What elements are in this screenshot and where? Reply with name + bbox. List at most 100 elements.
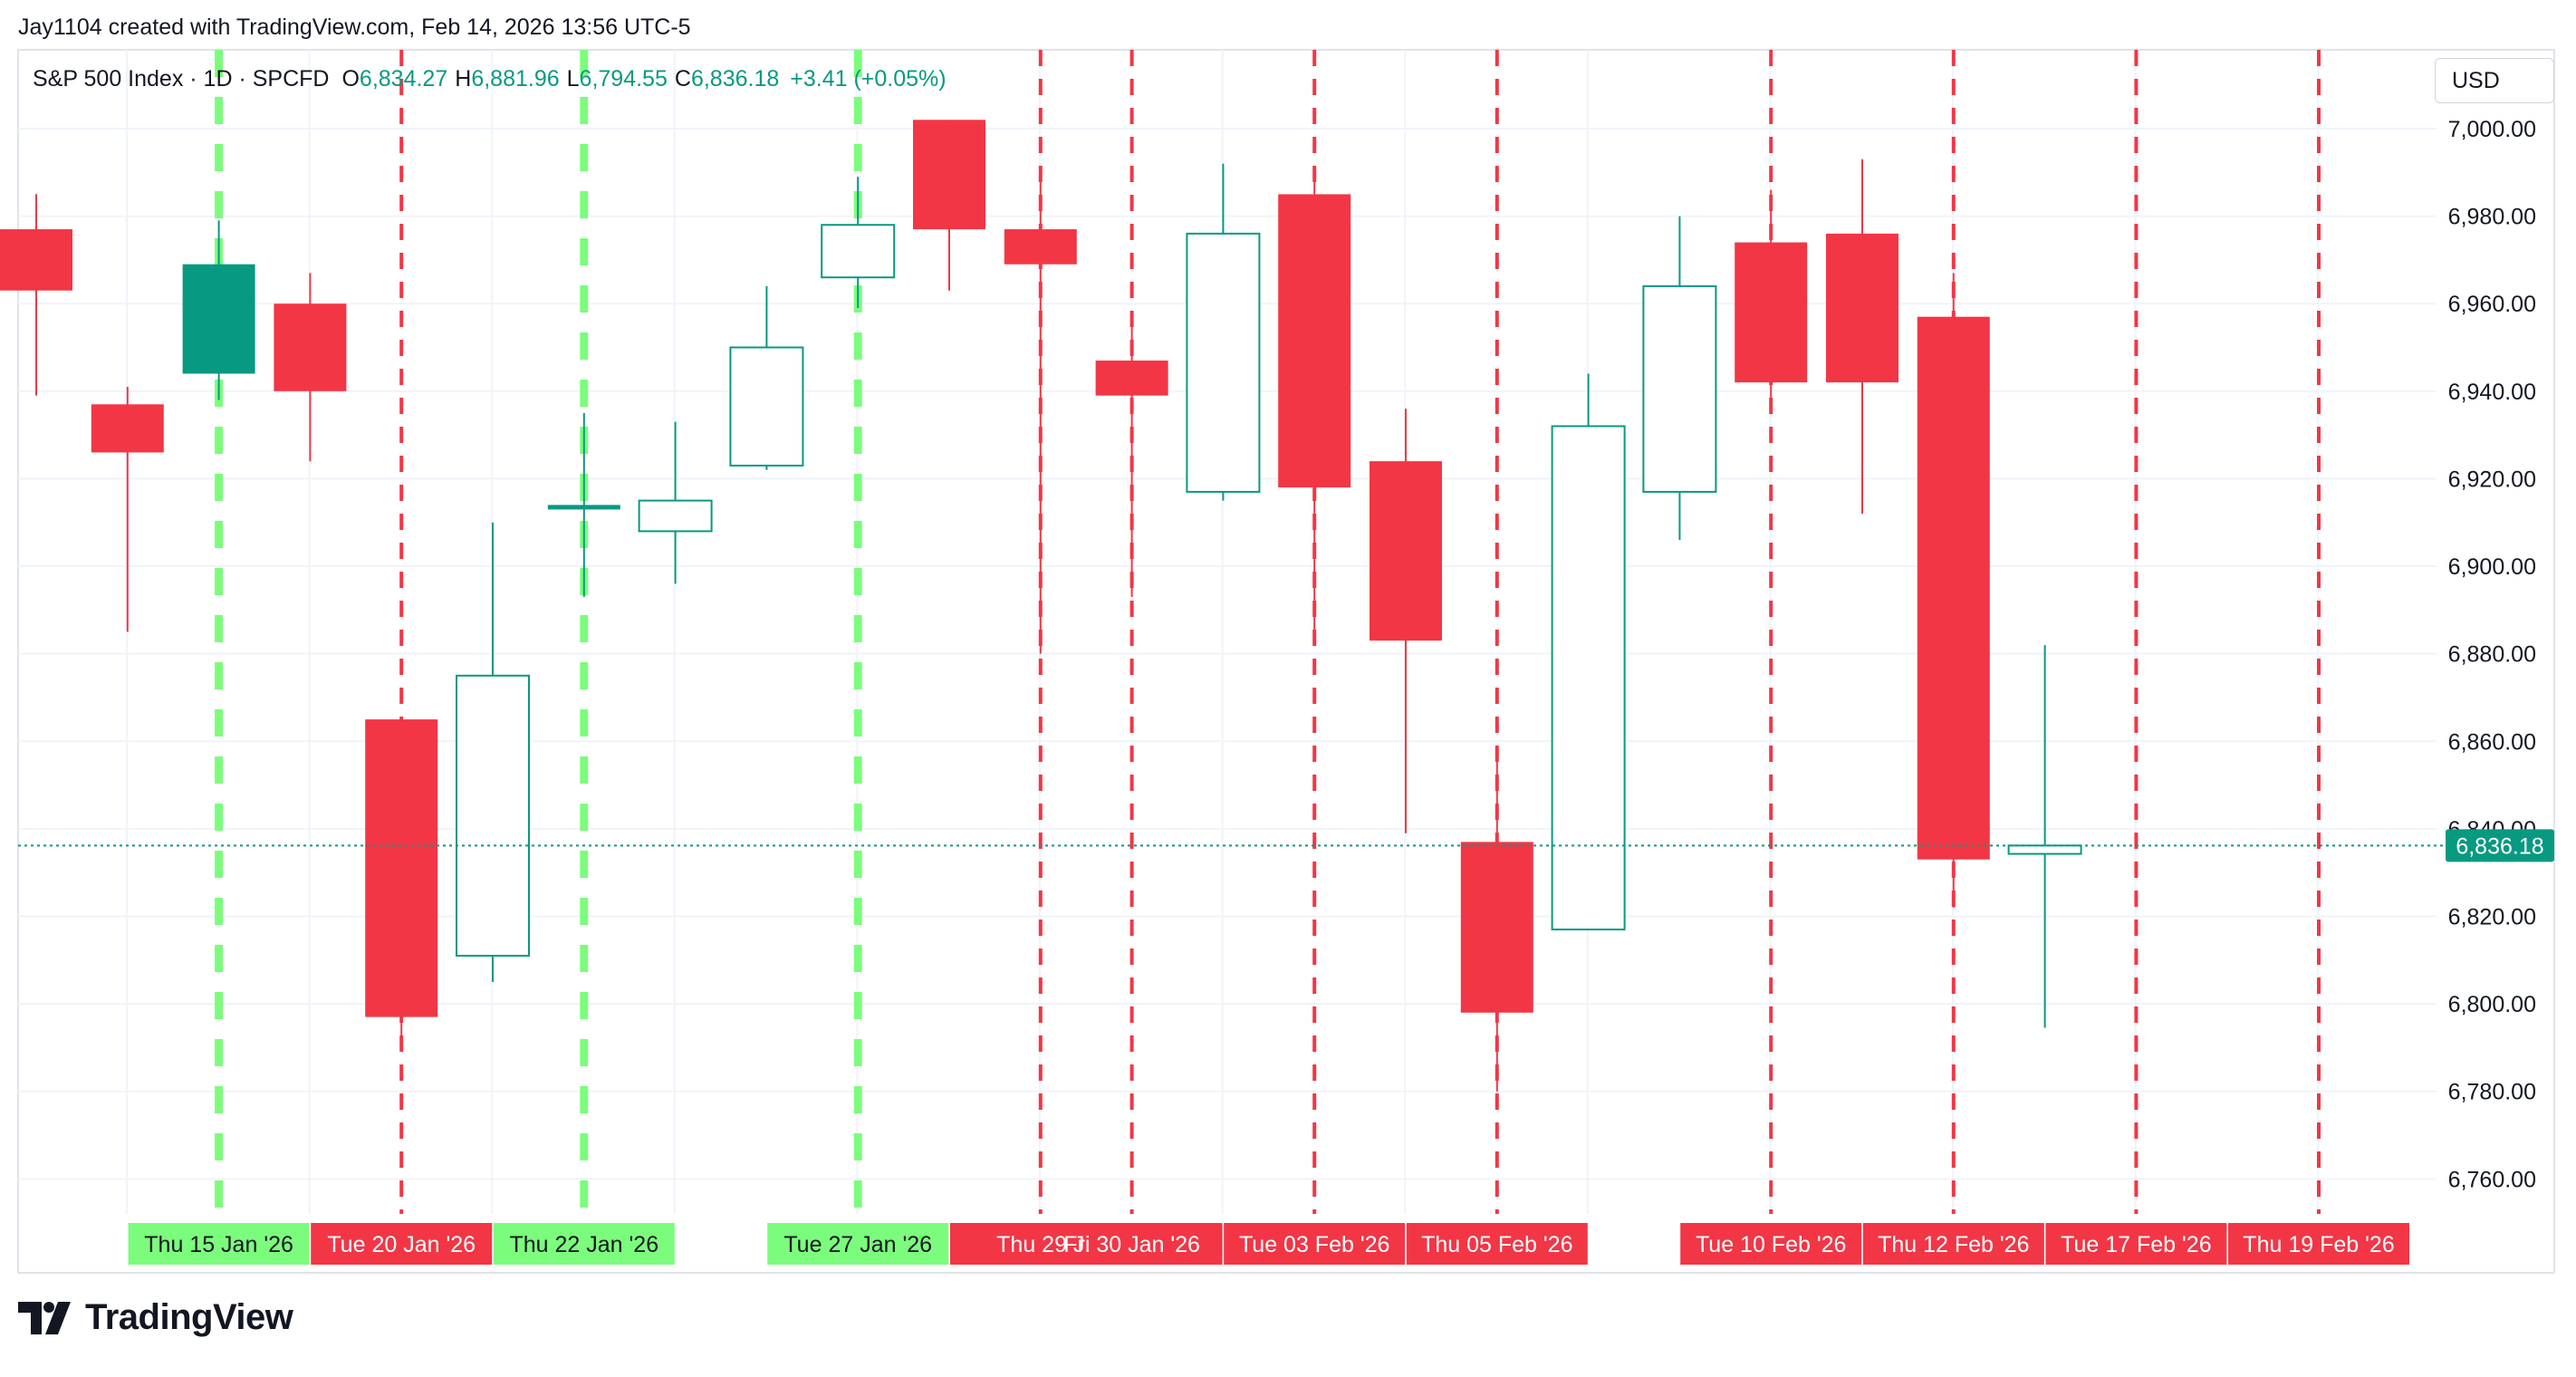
y-tick-label: 6,820.00 <box>2448 905 2536 930</box>
legend-c-label: C <box>675 66 691 91</box>
candle-body <box>1370 461 1442 641</box>
legend-l-label: L <box>567 66 580 91</box>
candle-body <box>547 505 620 510</box>
candle-body <box>1551 425 1626 930</box>
candle-body <box>365 719 438 1017</box>
date-label: Thu 19 Feb '26 <box>2243 1232 2394 1257</box>
date-label: Tue 20 Jan '26 <box>327 1232 476 1257</box>
candle-body <box>638 499 713 533</box>
candle-body <box>274 303 347 391</box>
chart-frame <box>17 49 2555 1274</box>
candle[interactable] <box>1551 373 1626 930</box>
y-tick-label: 6,920.00 <box>2448 467 2536 492</box>
candle-body <box>1460 842 1533 1013</box>
legend-o-label: O <box>341 66 359 91</box>
grid-layer <box>18 50 2437 1214</box>
date-label-bg <box>1862 1223 2044 1265</box>
candle-body <box>1735 242 1808 383</box>
last-price-tag-bg <box>2446 829 2554 862</box>
date-axis: Thu 15 Jan '26 Tue 20 Jan '26 Thu 22 Jan '… <box>128 1223 2409 1265</box>
date-label-bg <box>311 1223 493 1265</box>
date-label: Thu 29 J <box>996 1232 1084 1257</box>
y-tick-label: 6,860.00 <box>2448 729 2536 755</box>
date-label-bg <box>767 1223 949 1265</box>
currency-button[interactable]: USD <box>2435 58 2554 103</box>
y-tick-label: 6,940.00 <box>2448 380 2536 405</box>
candle-body <box>0 229 72 291</box>
symbol-title: S&P 500 Index · 1D · SPCFD <box>33 66 329 91</box>
candle-body <box>1004 229 1077 265</box>
candle-layer <box>0 120 2082 1092</box>
candle[interactable] <box>182 220 255 400</box>
legend-close: 6,836.18 <box>691 66 779 91</box>
candle[interactable] <box>1004 168 1077 654</box>
y-tick-label: 7,000.00 <box>2448 117 2536 142</box>
date-label-bg <box>1680 1223 1862 1265</box>
date-label-bg <box>2045 1223 2227 1265</box>
candle[interactable] <box>1826 159 1898 515</box>
candle[interactable] <box>1278 168 1351 645</box>
candle[interactable] <box>1095 321 1168 597</box>
legend-h-label: H <box>455 66 471 91</box>
last-price-tag: 6,836.18 <box>2456 833 2543 859</box>
candle-body <box>91 404 164 453</box>
y-tick-label: 6,980.00 <box>2448 205 2536 230</box>
candle-body <box>1642 284 1717 493</box>
candle[interactable] <box>1370 409 1442 833</box>
candle[interactable] <box>638 421 713 584</box>
y-tick-label: 6,900.00 <box>2448 554 2536 580</box>
candle[interactable] <box>547 412 620 597</box>
date-label: Thu 12 Feb '26 <box>1878 1232 2029 1257</box>
date-label: Tue 17 Feb '26 <box>2061 1232 2211 1257</box>
candle-body <box>456 674 530 957</box>
candle-body <box>1095 360 1168 396</box>
candle-body <box>821 224 896 279</box>
candle-body <box>2007 844 2082 855</box>
candle[interactable] <box>365 719 438 1048</box>
candle-body <box>1186 232 1261 493</box>
candle-body <box>1278 194 1351 488</box>
chart-header: Jay1104 created with TradingView.com, Fe… <box>18 14 691 41</box>
attribution-text: Jay1104 created with TradingView.com, Fe… <box>18 14 691 40</box>
candle[interactable] <box>274 273 347 462</box>
legend-low: 6,794.55 <box>580 66 668 91</box>
brand-name: TradingView <box>85 1297 293 1337</box>
candle[interactable] <box>729 285 804 470</box>
candle[interactable] <box>821 177 896 309</box>
date-label-bg <box>128 1223 310 1265</box>
candle[interactable] <box>2007 645 2082 1028</box>
candle[interactable] <box>1460 749 1533 1092</box>
candle[interactable] <box>1186 163 1261 501</box>
candle[interactable] <box>0 194 72 396</box>
y-tick-label: 6,780.00 <box>2448 1080 2536 1105</box>
date-label-bg <box>1406 1223 1588 1265</box>
candle[interactable] <box>1642 216 1717 541</box>
legend-open: 6,834.27 <box>360 66 447 91</box>
tradingview-logo: TradingView <box>18 1297 293 1338</box>
date-label: Tue 27 Jan '26 <box>783 1232 932 1257</box>
candle[interactable] <box>913 120 985 291</box>
legend-change: +3.41 (+0.05%) <box>790 66 946 91</box>
date-label: Thu 22 Jan '26 <box>509 1232 658 1257</box>
candle-body <box>182 264 255 374</box>
candle-body <box>1826 233 1898 383</box>
y-tick-label: 6,880.00 <box>2448 642 2536 668</box>
candle[interactable] <box>1735 189 1808 400</box>
date-label: Thu 05 Feb '26 <box>1421 1232 1572 1257</box>
ohlc-legend: S&P 500 Index · 1D · SPCFD O6,834.27 H6,88… <box>33 66 947 91</box>
tradingview-logo-icon <box>18 1301 71 1334</box>
date-label: Tue 10 Feb '26 <box>1696 1232 1846 1257</box>
candle[interactable] <box>1917 273 1990 908</box>
date-label: Fri 30 Jan '26 <box>1063 1232 1200 1257</box>
vertical-marker-layer <box>215 50 2321 1214</box>
date-label-bg <box>2228 1223 2409 1265</box>
date-label-bg <box>1041 1223 1223 1265</box>
date-label-bg <box>1224 1223 1406 1265</box>
price-axis: 7,000.00 6,980.00 6,960.00 6,940.00 6,920.00… <box>2446 117 2554 1192</box>
candle[interactable] <box>456 522 530 982</box>
y-tick-label: 6,960.00 <box>2448 292 2536 317</box>
candle[interactable] <box>91 386 164 632</box>
y-tick-label: 6,760.00 <box>2448 1167 2536 1192</box>
date-label-bg <box>493 1223 675 1265</box>
